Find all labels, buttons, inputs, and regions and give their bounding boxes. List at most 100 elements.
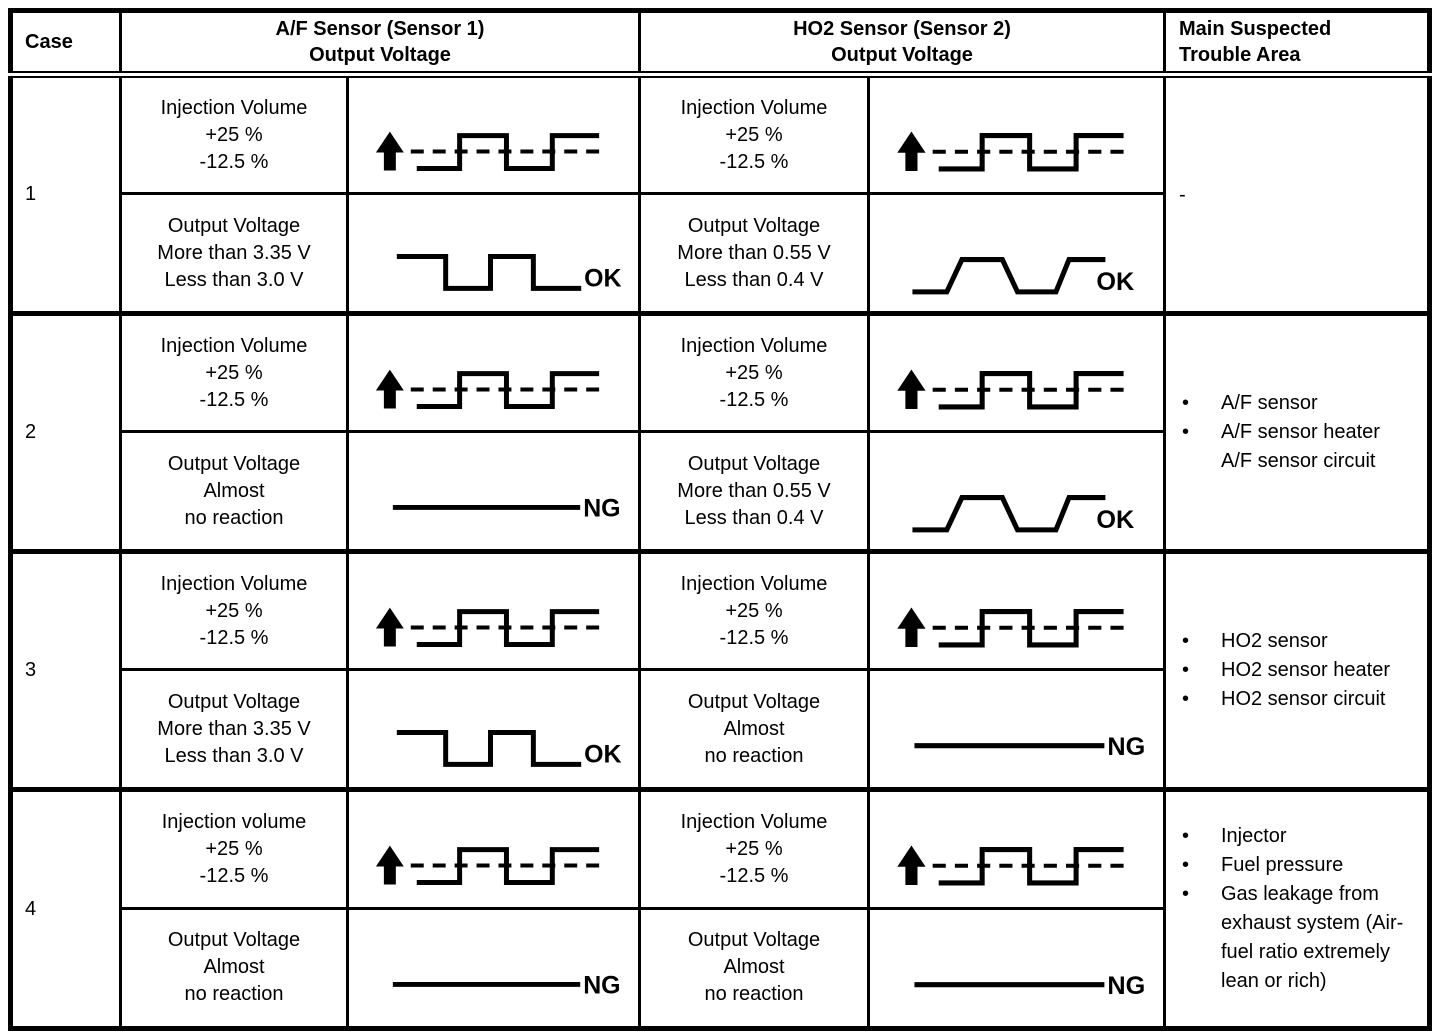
label-line: -12.5 %: [719, 388, 789, 411]
label-line: More than 3.35 V: [157, 717, 311, 740]
trouble-item: HO2 sensor: [1179, 627, 1405, 656]
label-line: More than 0.55 V: [677, 241, 831, 264]
case1-af-output-label: Output Voltage More than 3.35 V Less tha…: [119, 192, 349, 316]
label-line: +25 %: [725, 123, 783, 146]
flat-line-ng: NG: [392, 495, 621, 523]
label-line: Injection Volume: [680, 811, 828, 834]
label-line: Less than 3.0 V: [164, 744, 304, 767]
injection-step-waveform: [897, 131, 1126, 172]
result-label: OK: [1096, 268, 1134, 296]
injection-step-waveform: [375, 846, 602, 886]
injection-step-waveform: [897, 607, 1126, 648]
case1-ho2-output-label: Output Voltage More than 0.55 V Less tha…: [638, 192, 870, 316]
case2-number: 2: [9, 311, 122, 554]
label-line: Output Voltage: [687, 452, 821, 475]
label-line: -12.5 %: [199, 388, 269, 411]
result-label: OK: [1096, 506, 1134, 534]
header-af-line1: A/F Sensor (Sensor 1): [275, 18, 485, 40]
trouble-list: Injector Fuel pressure Gas leakage from …: [1179, 822, 1423, 996]
result-label: NG: [583, 495, 620, 523]
case2-ho2-output-label: Output Voltage More than 0.55 V Less tha…: [638, 430, 870, 554]
label-line: +25 %: [205, 123, 263, 146]
label-line: Almost: [723, 717, 785, 740]
case4-af-output-waveform: NG: [346, 906, 641, 1030]
header-case: Case: [9, 9, 122, 78]
case3-number: 3: [9, 549, 122, 792]
label-line: no reaction: [184, 506, 284, 529]
case3-trouble-area: HO2 sensor HO2 sensor heater HO2 sensor …: [1163, 549, 1431, 792]
label-line: Output Voltage: [167, 214, 301, 237]
case1-af-injection-label: Injection Volume +25 % -12.5 %: [119, 71, 349, 196]
step-wave-line: [938, 133, 1124, 172]
label-line: More than 0.55 V: [677, 479, 831, 502]
up-arrow-icon: [375, 846, 404, 885]
label-line: Injection Volume: [160, 334, 308, 357]
injection-step-waveform: [897, 846, 1126, 886]
square-wave-ok: OK: [396, 254, 622, 293]
up-arrow-icon: [897, 846, 926, 886]
case4-output-row: Output Voltage Almost no reaction NG Out…: [11, 906, 1430, 1030]
flat-line-ng: NG: [914, 971, 1145, 999]
result-label: NG: [583, 971, 620, 999]
flat-line-ng: NG: [914, 733, 1145, 761]
trapezoid-wave-ok: OK: [912, 257, 1134, 296]
case1-injection-row: 1 Injection Volume +25 % -12.5 % Injecti…: [9, 71, 1431, 316]
result-label: OK: [584, 741, 621, 769]
label-line: Output Voltage: [167, 452, 301, 475]
label-line: Output Voltage: [167, 929, 301, 952]
step-wave-line: [416, 371, 600, 410]
case2-ho2-output-waveform: OK: [867, 430, 1166, 554]
trouble-item: A/F sensor: [1179, 389, 1405, 418]
trouble-list: A/F sensor A/F sensor heater A/F sensor …: [1179, 389, 1423, 476]
case4-af-output-label: Output Voltage Almost no reaction: [119, 906, 349, 1030]
case4-ho2-output-waveform: NG: [867, 906, 1166, 1030]
label-line: +25 %: [205, 599, 263, 622]
case4-number: 4: [9, 787, 122, 1030]
header-af-line2: Output Voltage: [309, 44, 451, 66]
injection-step-waveform: [375, 131, 602, 171]
case1-number: 1: [9, 71, 122, 316]
case3-af-output-label: Output Voltage More than 3.35 V Less tha…: [119, 668, 349, 792]
injection-step-waveform: [375, 369, 602, 410]
case4-af-injection-label: Injection volume +25 % -12.5 %: [119, 787, 349, 910]
label-line: +25 %: [725, 361, 783, 384]
case2-ho2-injection-waveform: [867, 311, 1166, 434]
label-line: More than 3.35 V: [157, 241, 311, 264]
label-line: Injection Volume: [680, 96, 828, 119]
label-line: Output Voltage: [687, 214, 821, 237]
case2-af-output-waveform: NG: [346, 430, 641, 554]
trouble-item: HO2 sensor heater: [1179, 656, 1405, 685]
trouble-item: Gas leakage from exhaust system (Air-fue…: [1179, 880, 1405, 996]
step-wave-line: [938, 371, 1124, 410]
case3-af-output-waveform: OK: [346, 668, 641, 792]
case4-ho2-injection-label: Injection Volume +25 % -12.5 %: [638, 787, 870, 910]
injection-step-waveform: [897, 369, 1126, 410]
label-line: -12.5 %: [719, 626, 789, 649]
case3-output-row: Output Voltage More than 3.35 V Less tha…: [11, 668, 1430, 792]
case4-ho2-output-label: Output Voltage Almost no reaction: [638, 906, 870, 1030]
case2-injection-row: 2 Injection Volume +25 % -12.5 % Injecti…: [9, 311, 1431, 554]
case4-trouble-area: Injector Fuel pressure Gas leakage from …: [1163, 787, 1431, 1030]
step-wave-line: [416, 847, 600, 886]
label-line: Injection Volume: [680, 334, 828, 357]
square-wave-line: [396, 254, 582, 292]
header-ho2-line2: Output Voltage: [831, 44, 973, 66]
header-trouble-area: Main Suspected Trouble Area: [1163, 9, 1431, 78]
step-wave-line: [416, 609, 600, 648]
case3-ho2-output-label: Output Voltage Almost no reaction: [638, 668, 870, 792]
label-line: -12.5 %: [199, 865, 269, 888]
case2-af-output-label: Output Voltage Almost no reaction: [119, 430, 349, 554]
header-ho2-line1: HO2 Sensor (Sensor 2): [793, 18, 1011, 40]
label-line: Output Voltage: [687, 929, 821, 952]
result-label: NG: [1107, 733, 1145, 761]
case1-ho2-injection-label: Injection Volume +25 % -12.5 %: [638, 71, 870, 196]
case2-trouble-area: A/F sensor A/F sensor heater A/F sensor …: [1163, 311, 1431, 554]
label-line: no reaction: [184, 983, 284, 1006]
case3-af-injection-waveform: [346, 549, 641, 672]
trouble-list: HO2 sensor HO2 sensor heater HO2 sensor …: [1179, 627, 1423, 714]
label-line: Less than 0.4 V: [684, 506, 824, 529]
step-wave-line: [938, 609, 1124, 648]
square-wave-line: [396, 730, 582, 768]
sensor-diagnostic-table: Case A/F Sensor (Sensor 1) Output Voltag…: [8, 8, 1432, 1031]
